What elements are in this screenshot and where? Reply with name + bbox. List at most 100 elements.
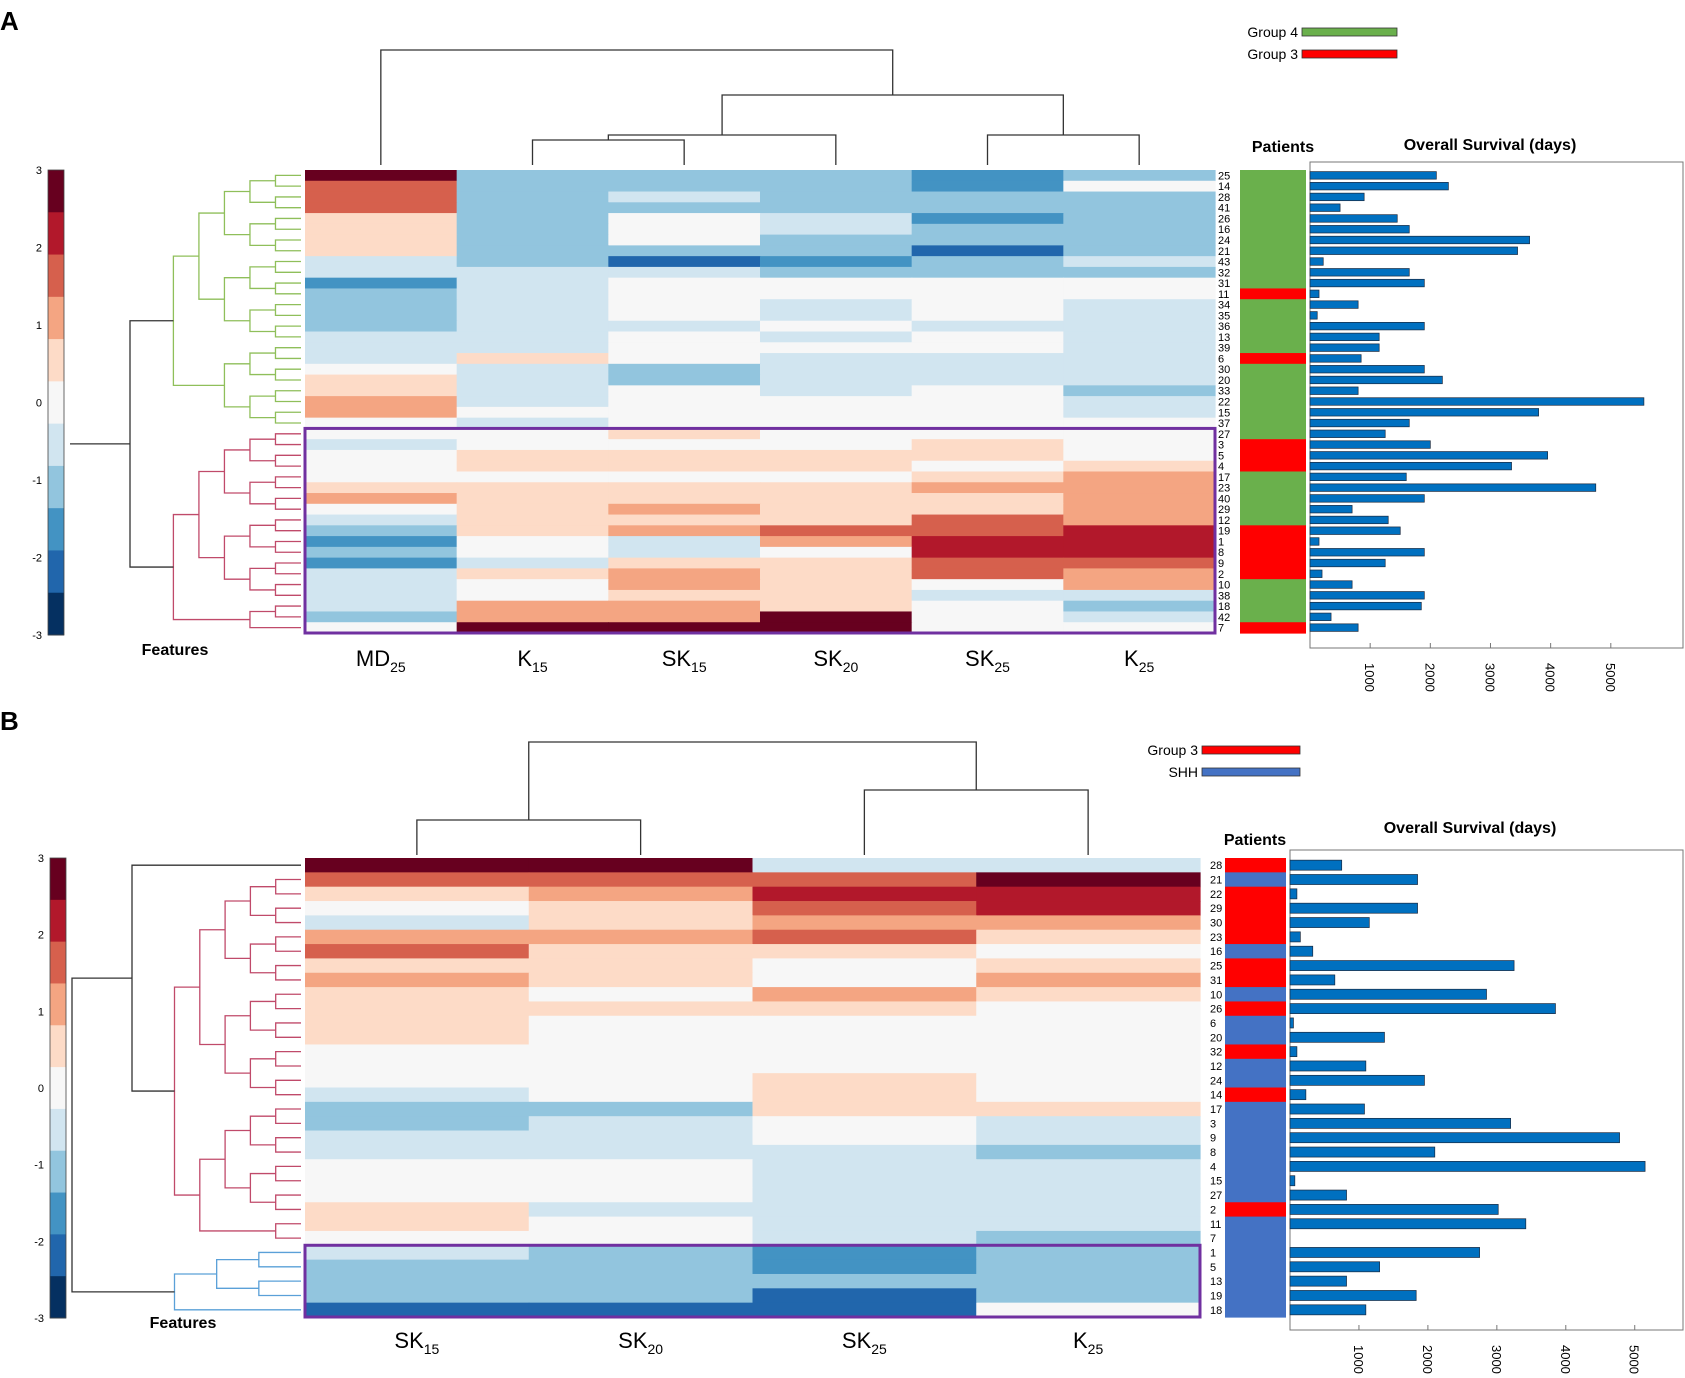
- row-label: 4: [1210, 1161, 1216, 1173]
- dendrogram-branch: [249, 352, 276, 376]
- patients-label: Patients: [1224, 832, 1286, 849]
- heatmap-cell: [528, 1144, 754, 1160]
- heatmap-cell: [752, 1187, 977, 1203]
- patient-cell: [1240, 202, 1306, 214]
- heatmap-cell: [1063, 460, 1216, 473]
- dendrogram-branch: [249, 223, 276, 247]
- survival-bar: [1309, 558, 1386, 568]
- survival-bar: [1289, 1132, 1620, 1144]
- survival-chart: 1000 2000 3000 4000 5000: [1309, 161, 1684, 692]
- survival-tick-label: 4000: [1558, 1345, 1573, 1374]
- heatmap-cell: [1063, 331, 1216, 343]
- heatmap-cell: [305, 1245, 530, 1261]
- dendrogram-branch: [223, 363, 250, 408]
- heatmap-cell: [456, 622, 609, 634]
- patient-cell: [1225, 872, 1286, 888]
- heatmap-cell: [608, 406, 761, 419]
- heatmap-cell: [760, 266, 913, 279]
- patient-cell: [1240, 568, 1306, 580]
- colorbar-segment: [48, 592, 64, 636]
- row-label: 16: [1210, 946, 1222, 958]
- heatmap-cell: [1063, 428, 1216, 440]
- heatmap-cell: [608, 385, 761, 397]
- survival-bar: [1309, 505, 1353, 514]
- colorbar-segment: [48, 254, 64, 298]
- survival-bar: [1309, 494, 1425, 503]
- heatmap-cell: [456, 299, 609, 311]
- heatmap-cell: [305, 886, 530, 902]
- dendrogram-branch: [275, 1079, 301, 1096]
- heatmap-cell: [752, 1073, 977, 1089]
- patient-cell: [1225, 901, 1286, 916]
- heatmap-cell: [305, 600, 458, 613]
- heatmap-cell: [528, 929, 754, 945]
- heatmap-cell: [305, 277, 458, 290]
- survival-bar: [1309, 537, 1320, 546]
- colorbar-tick-label: 2: [38, 930, 44, 942]
- heatmap-cell: [528, 1202, 754, 1218]
- survival-bar: [1289, 960, 1515, 971]
- colorbar: 3 2 1 0 -1 -2 -3: [32, 165, 65, 642]
- dendrogram-branch: [249, 886, 276, 917]
- dendrogram-branch: [275, 907, 301, 924]
- heatmap-cell: [456, 277, 609, 290]
- column-label: SK20: [813, 646, 858, 675]
- heatmap-cell: [911, 493, 1064, 505]
- heatmap-cell: [976, 886, 1201, 902]
- patient-cell: [1240, 342, 1306, 354]
- heatmap-cell: [608, 213, 761, 225]
- row-label: 12: [1218, 515, 1230, 527]
- heatmap-cell: [456, 374, 609, 386]
- dendrogram-branch: [249, 943, 276, 974]
- heatmap-cell: [760, 320, 913, 333]
- row-label: 21: [1218, 246, 1230, 258]
- heatmap-cell: [760, 449, 913, 462]
- heatmap-cell: [752, 1130, 977, 1146]
- heatmap-cell: [1063, 288, 1216, 300]
- survival-bar: [1309, 300, 1359, 309]
- heatmap-cell: [305, 245, 458, 257]
- heatmap-cell: [305, 536, 458, 548]
- colorbar-segment: [50, 1150, 66, 1194]
- heatmap-cell: [305, 622, 458, 634]
- dendrogram-branch: [274, 325, 301, 338]
- heatmap-cell: [752, 1101, 977, 1117]
- dendrogram-branch: [274, 260, 301, 273]
- dendrogram-branch: [528, 741, 977, 820]
- survival-bar: [1289, 945, 1314, 957]
- heatmap-cell: [528, 1273, 754, 1289]
- colorbar-segment: [50, 899, 66, 943]
- row-label: 40: [1218, 493, 1230, 505]
- column-label: SK20: [618, 1328, 663, 1357]
- patient-cell: [1240, 353, 1306, 365]
- heatmap-cell: [760, 439, 913, 451]
- row-label: 6: [1210, 1018, 1216, 1030]
- patient-cell: [1240, 546, 1306, 559]
- row-label: 42: [1218, 612, 1230, 624]
- dendrogram-branch: [274, 454, 301, 467]
- heatmap-cell: [752, 1015, 977, 1031]
- heatmap-cell: [911, 331, 1064, 343]
- heatmap-cell: [608, 234, 761, 246]
- row-label: 13: [1210, 1276, 1222, 1288]
- survival-bar: [1289, 888, 1298, 900]
- heatmap-cell: [456, 536, 609, 548]
- heatmap-cell: [456, 202, 609, 214]
- column-label: SK25: [965, 646, 1010, 675]
- heatmap-cell: [305, 1173, 530, 1189]
- row-label: 7: [1210, 1233, 1216, 1245]
- heatmap-cell: [752, 1058, 977, 1074]
- heatmap-cell: [608, 180, 761, 193]
- survival-bar: [1289, 902, 1418, 914]
- heatmap-cell: [456, 439, 609, 451]
- heatmap-cell: [976, 1087, 1201, 1103]
- heatmap-cell: [760, 503, 913, 516]
- patient-cell: [1225, 1173, 1286, 1189]
- heatmap-cell: [911, 277, 1064, 290]
- survival-bar: [1309, 548, 1425, 557]
- heatmap-cell: [608, 256, 761, 268]
- heatmap-cell: [305, 901, 530, 916]
- heatmap-cell: [976, 1130, 1201, 1146]
- heatmap-cell: [528, 1302, 754, 1318]
- heatmap-cell: [305, 331, 458, 343]
